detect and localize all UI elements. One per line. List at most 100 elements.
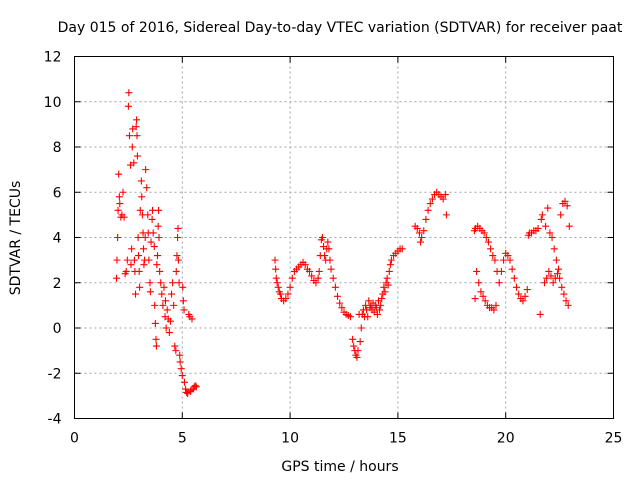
data-point bbox=[329, 274, 337, 282]
data-point bbox=[130, 256, 138, 264]
data-point bbox=[173, 252, 181, 260]
data-point bbox=[475, 279, 483, 287]
data-point bbox=[308, 272, 316, 280]
data-point bbox=[159, 301, 167, 309]
data-point bbox=[481, 297, 489, 305]
data-point bbox=[154, 252, 162, 260]
data-point bbox=[338, 304, 346, 312]
x-tick-label: 25 bbox=[605, 431, 623, 447]
data-point bbox=[122, 267, 130, 275]
data-point bbox=[114, 206, 122, 214]
x-axis-label: GPS time / hours bbox=[281, 459, 398, 475]
data-point bbox=[183, 388, 191, 396]
data-point bbox=[555, 265, 563, 273]
data-point bbox=[132, 290, 140, 298]
data-point bbox=[417, 238, 425, 246]
data-point bbox=[543, 274, 551, 282]
data-point bbox=[381, 288, 389, 296]
data-point bbox=[562, 297, 570, 305]
data-point bbox=[128, 143, 136, 151]
data-point bbox=[144, 211, 152, 219]
data-point bbox=[120, 213, 128, 221]
data-point bbox=[272, 274, 280, 282]
data-point bbox=[544, 204, 552, 212]
data-point bbox=[523, 286, 531, 294]
data-point bbox=[282, 295, 290, 303]
data-point bbox=[158, 290, 166, 298]
data-point bbox=[413, 224, 421, 232]
data-point bbox=[484, 238, 492, 246]
data-point bbox=[542, 222, 550, 230]
data-point bbox=[116, 200, 124, 208]
data-point bbox=[334, 292, 342, 300]
x-tick-label: 15 bbox=[389, 431, 407, 447]
y-axis-label: SDTVAR / TECUs bbox=[8, 181, 24, 296]
data-point bbox=[125, 132, 133, 140]
data-point bbox=[546, 229, 554, 237]
x-ticks: 0 5 10 15 20 25 bbox=[70, 56, 623, 447]
data-point bbox=[325, 245, 333, 253]
data-point bbox=[156, 267, 164, 275]
data-point bbox=[137, 177, 145, 185]
data-point bbox=[439, 195, 447, 203]
data-point bbox=[504, 252, 512, 260]
data-point bbox=[150, 243, 158, 251]
x-tick-label: 20 bbox=[497, 431, 515, 447]
data-point bbox=[365, 297, 373, 305]
data-point bbox=[384, 281, 392, 289]
data-point bbox=[177, 365, 185, 373]
data-point bbox=[151, 301, 159, 309]
grid-lines bbox=[74, 56, 614, 419]
data-point bbox=[420, 227, 428, 235]
data-point bbox=[510, 274, 518, 282]
data-point bbox=[415, 229, 423, 237]
data-point bbox=[172, 347, 180, 355]
data-point bbox=[174, 224, 182, 232]
data-point bbox=[169, 279, 177, 287]
data-point bbox=[321, 252, 329, 260]
data-point bbox=[168, 290, 176, 298]
data-point bbox=[492, 301, 500, 309]
data-point bbox=[357, 324, 365, 332]
data-point bbox=[143, 184, 151, 192]
data-point bbox=[172, 267, 180, 275]
data-point bbox=[477, 288, 485, 296]
data-point bbox=[553, 270, 561, 278]
data-point bbox=[552, 256, 560, 264]
y-tick-label: 0 bbox=[53, 321, 62, 337]
data-point bbox=[127, 261, 135, 269]
data-point bbox=[426, 200, 434, 208]
data-point bbox=[487, 245, 495, 253]
data-point bbox=[274, 283, 282, 291]
data-point bbox=[179, 297, 187, 305]
data-point bbox=[151, 319, 159, 327]
data-point bbox=[149, 206, 157, 214]
data-point bbox=[536, 310, 544, 318]
data-point bbox=[113, 274, 121, 282]
data-point bbox=[386, 261, 394, 269]
data-point bbox=[182, 385, 190, 393]
data-point bbox=[161, 297, 169, 305]
data-point bbox=[557, 211, 565, 219]
y-tick-label: 10 bbox=[44, 95, 62, 111]
data-point bbox=[563, 202, 571, 210]
data-point bbox=[545, 267, 553, 275]
data-point bbox=[538, 211, 546, 219]
data-point bbox=[424, 206, 432, 214]
data-point bbox=[378, 295, 386, 303]
data-point bbox=[376, 306, 384, 314]
data-point bbox=[471, 295, 479, 303]
data-point bbox=[350, 342, 358, 350]
data-point bbox=[135, 267, 143, 275]
y-tick-label: 12 bbox=[44, 50, 62, 66]
data-point bbox=[428, 195, 436, 203]
data-point bbox=[380, 283, 388, 291]
data-point bbox=[130, 159, 138, 167]
data-point bbox=[312, 279, 320, 287]
data-point bbox=[346, 313, 354, 321]
data-point bbox=[191, 382, 199, 390]
data-point bbox=[495, 279, 503, 287]
data-point bbox=[556, 274, 564, 282]
data-point bbox=[547, 272, 555, 280]
